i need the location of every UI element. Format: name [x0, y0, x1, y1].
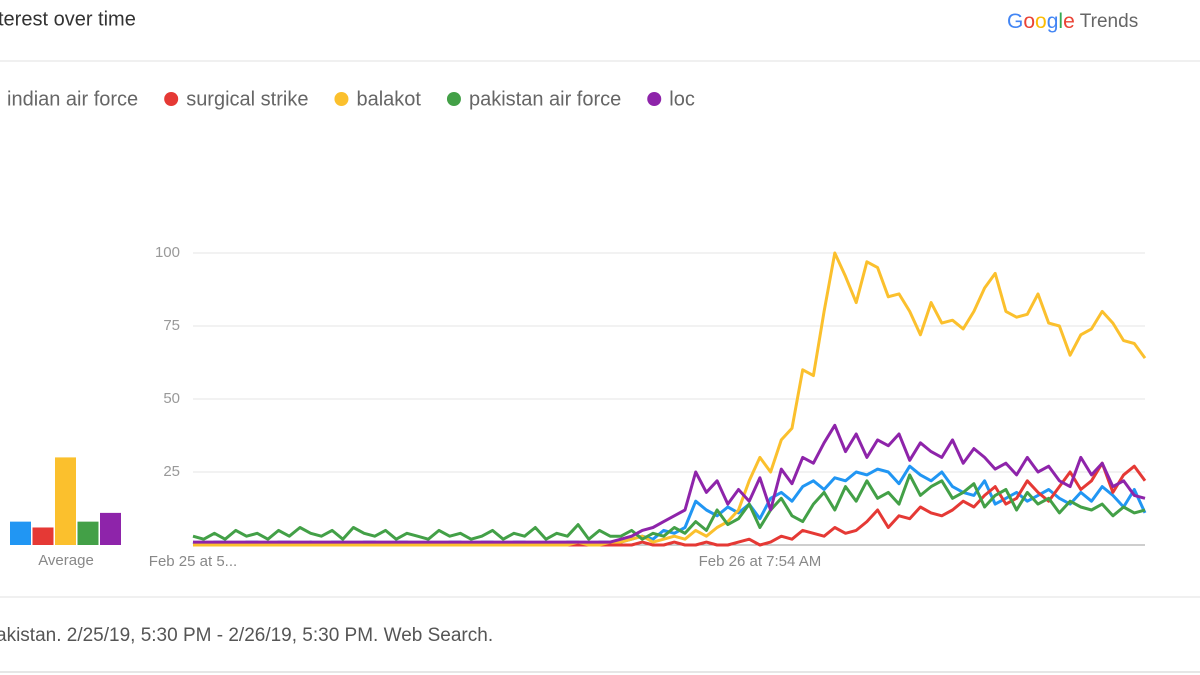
legend-label: pakistan air force — [469, 88, 621, 110]
legend-label: indian air force — [7, 88, 138, 110]
series-line — [193, 251, 1147, 547]
average-label: Average — [38, 552, 94, 569]
series-line — [192, 473, 1146, 541]
y-tick-label: 50 — [163, 390, 180, 407]
average-bar — [32, 527, 54, 545]
x-tick-label: Feb 25 at 5... — [149, 553, 237, 570]
average-bar — [77, 521, 99, 545]
legend-marker — [334, 92, 349, 106]
y-tick-label: 75 — [163, 317, 180, 334]
series-line — [193, 423, 1146, 544]
legend: indian air force surgical strike balakot pa… — [7, 88, 695, 110]
legend-marker — [446, 92, 461, 106]
legend-marker — [164, 92, 179, 106]
average-bar — [100, 512, 121, 545]
x-tick-label: Feb 26 at 7:54 AM — [699, 553, 822, 570]
legend-marker — [647, 92, 662, 106]
brand-product: Trends — [1080, 11, 1138, 32]
average-bar — [55, 457, 76, 545]
y-tick-label: 100 — [155, 244, 180, 261]
legend-label: loc — [669, 88, 695, 110]
y-tick-label: 25 — [163, 463, 180, 480]
footer-note: akistan. 2/25/19, 5:30 PM - 2/26/19, 5:3… — [0, 625, 493, 646]
brand-logo: Google — [1007, 10, 1075, 33]
average-bar — [10, 521, 31, 545]
legend-label: surgical strike — [186, 88, 308, 110]
widget-title: terest over time — [0, 8, 136, 30]
legend-label: balakot — [356, 88, 421, 110]
